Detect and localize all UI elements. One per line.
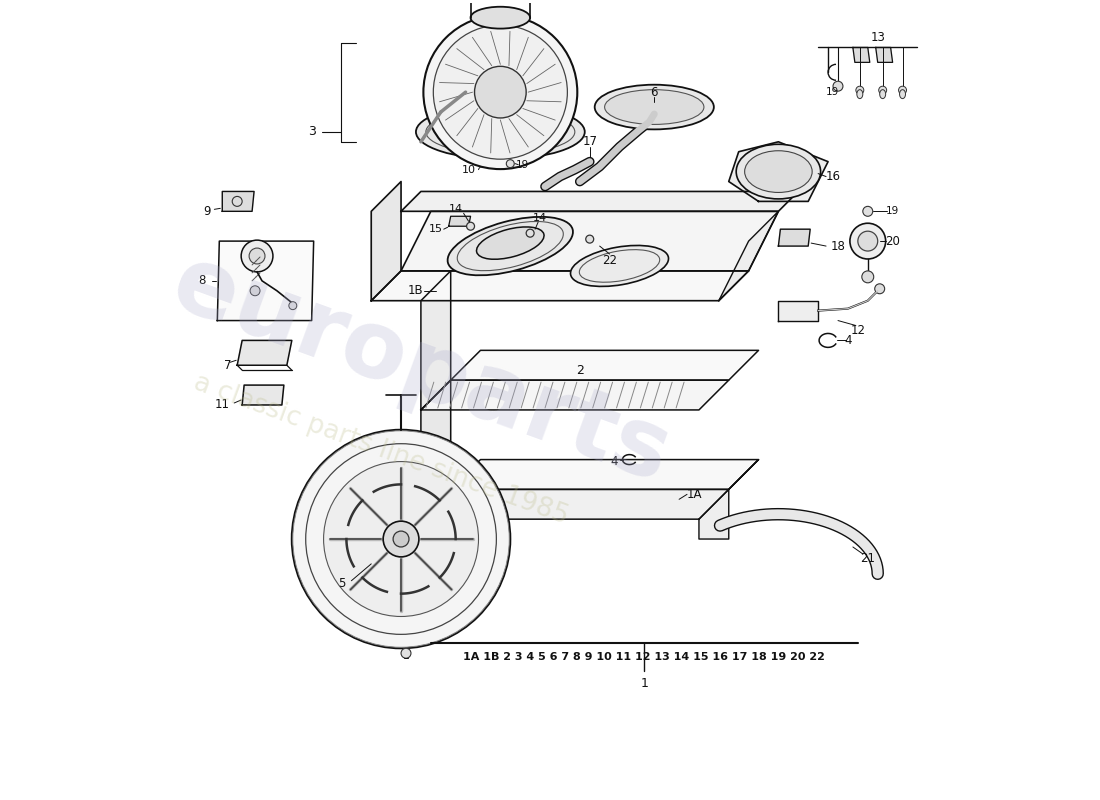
Circle shape xyxy=(393,531,409,547)
Circle shape xyxy=(506,160,515,168)
Circle shape xyxy=(383,521,419,557)
Circle shape xyxy=(850,223,886,259)
Polygon shape xyxy=(451,459,759,490)
Circle shape xyxy=(241,240,273,272)
Ellipse shape xyxy=(880,90,886,98)
Text: 17: 17 xyxy=(582,135,597,148)
Text: 8: 8 xyxy=(199,274,206,287)
Circle shape xyxy=(402,648,411,658)
Text: 11: 11 xyxy=(214,398,230,411)
Circle shape xyxy=(858,231,878,251)
Circle shape xyxy=(289,302,297,310)
Text: 5: 5 xyxy=(338,578,345,590)
Text: 15: 15 xyxy=(429,224,443,234)
Polygon shape xyxy=(421,490,728,519)
Text: 2: 2 xyxy=(576,364,584,377)
Circle shape xyxy=(862,206,872,216)
Ellipse shape xyxy=(416,105,585,159)
Text: 7: 7 xyxy=(223,358,231,372)
Text: 4: 4 xyxy=(610,455,618,468)
Text: 16: 16 xyxy=(825,170,840,183)
Ellipse shape xyxy=(900,90,905,98)
Polygon shape xyxy=(402,211,779,271)
Text: 1: 1 xyxy=(640,677,648,690)
Ellipse shape xyxy=(433,25,568,159)
Text: 6: 6 xyxy=(650,86,658,98)
Text: 10: 10 xyxy=(462,165,475,174)
Polygon shape xyxy=(242,385,284,405)
Text: a classic parts line since 1985: a classic parts line since 1985 xyxy=(190,370,572,530)
Polygon shape xyxy=(779,229,811,246)
Circle shape xyxy=(249,248,265,264)
Circle shape xyxy=(856,86,864,94)
Ellipse shape xyxy=(745,150,812,193)
Polygon shape xyxy=(372,271,749,301)
Ellipse shape xyxy=(476,227,544,259)
Ellipse shape xyxy=(595,85,714,130)
Polygon shape xyxy=(218,241,314,321)
Text: 3: 3 xyxy=(308,126,316,138)
Polygon shape xyxy=(779,301,818,321)
Circle shape xyxy=(466,222,474,230)
Polygon shape xyxy=(451,350,759,380)
Text: 1B: 1B xyxy=(408,284,424,298)
Text: 18: 18 xyxy=(830,239,846,253)
Text: 20: 20 xyxy=(886,234,900,248)
Polygon shape xyxy=(421,380,728,410)
Ellipse shape xyxy=(605,90,704,125)
Text: 14: 14 xyxy=(449,204,463,214)
Ellipse shape xyxy=(471,6,530,29)
Polygon shape xyxy=(852,47,870,62)
Polygon shape xyxy=(222,191,254,211)
Polygon shape xyxy=(421,380,451,519)
Polygon shape xyxy=(718,211,779,301)
Polygon shape xyxy=(449,216,471,226)
Ellipse shape xyxy=(857,90,862,98)
Ellipse shape xyxy=(571,246,669,286)
Text: 4: 4 xyxy=(844,334,851,347)
Polygon shape xyxy=(481,154,503,166)
Text: 19: 19 xyxy=(886,206,899,216)
Text: 1A 1B 2 3 4 5 6 7 8 9 10 11 12 13 14 15 16 17 18 19 20 22: 1A 1B 2 3 4 5 6 7 8 9 10 11 12 13 14 15 … xyxy=(463,652,825,662)
Text: 14: 14 xyxy=(534,214,547,223)
Text: 9: 9 xyxy=(204,205,211,218)
Text: 19: 19 xyxy=(516,160,529,170)
Polygon shape xyxy=(402,191,799,211)
Circle shape xyxy=(586,235,594,243)
Text: 21: 21 xyxy=(860,552,876,566)
Ellipse shape xyxy=(736,144,821,199)
Circle shape xyxy=(879,86,887,94)
Circle shape xyxy=(250,286,260,296)
Polygon shape xyxy=(238,341,292,366)
Polygon shape xyxy=(876,47,892,62)
Text: europarts: europarts xyxy=(160,238,682,502)
Polygon shape xyxy=(728,142,828,202)
Circle shape xyxy=(861,271,873,283)
Circle shape xyxy=(899,86,906,94)
Ellipse shape xyxy=(424,15,578,169)
Text: 1A: 1A xyxy=(686,488,702,501)
Text: 19: 19 xyxy=(825,87,838,97)
Polygon shape xyxy=(421,271,451,410)
Text: 22: 22 xyxy=(602,254,617,267)
Circle shape xyxy=(474,66,526,118)
Circle shape xyxy=(323,462,478,617)
Circle shape xyxy=(292,430,510,648)
Circle shape xyxy=(526,229,535,237)
Text: 13: 13 xyxy=(870,31,886,44)
Polygon shape xyxy=(372,182,402,301)
Circle shape xyxy=(874,284,884,294)
Text: 12: 12 xyxy=(850,324,866,337)
Circle shape xyxy=(833,82,843,91)
Polygon shape xyxy=(698,459,759,539)
Ellipse shape xyxy=(448,217,573,275)
